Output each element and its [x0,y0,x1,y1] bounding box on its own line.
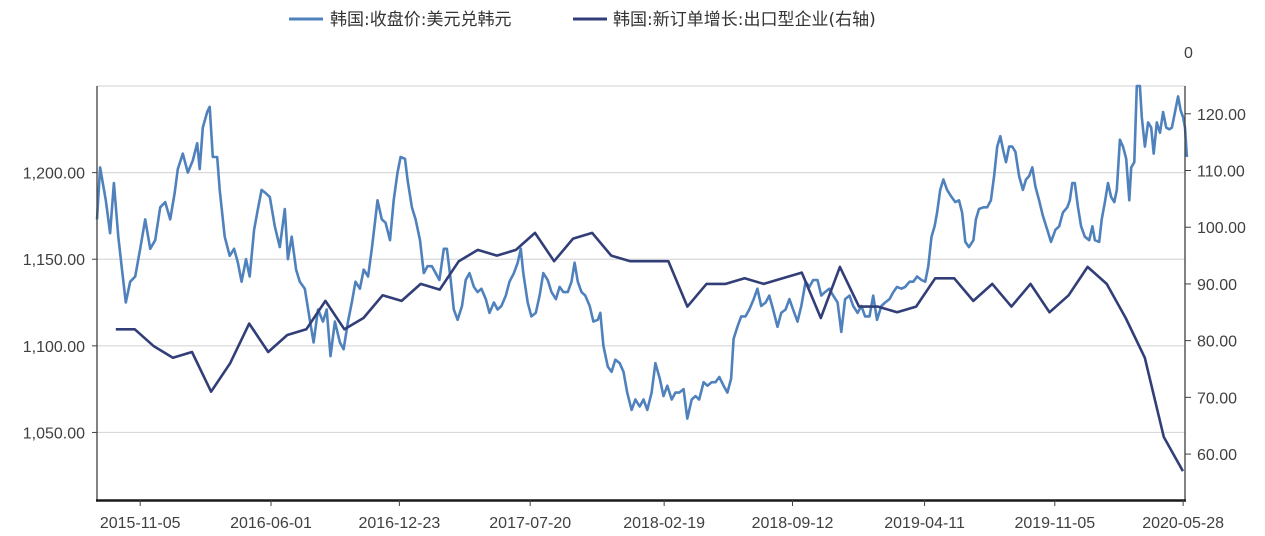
right-axis-tick-label: 80.00 [1197,334,1237,351]
legend-label-usdkrw: 韩国:收盘价:美元兑韩元 [330,10,511,30]
series-line-usdkrw [95,84,1189,420]
legend: 韩国:收盘价:美元兑韩元 韩国:新订单增长:出口型企业(右轴) [289,10,876,30]
right-axis-tick-label: 60.00 [1197,447,1237,464]
x-axis-tick-label: 2019-11-05 [1014,515,1095,532]
left-axis-tick-label: 1,150.00 [23,252,85,269]
right-axis-tick-label: 90.00 [1197,277,1237,294]
right-axis-top-label: 0 [1184,45,1193,62]
legend-label-new-orders: 韩国:新订单增长:出口型企业(右轴) [613,10,876,30]
x-axis-tick-label: 2018-09-12 [752,515,834,532]
right-axis-tick-label: 110.00 [1197,164,1245,181]
series-layer [95,84,1189,472]
right-axis-tick-label: 70.00 [1197,390,1237,407]
x-axis-tick-label: 2017-07-20 [489,515,571,532]
left-axis-tick-label: 1,100.00 [23,339,85,356]
x-axis-tick-label: 2018-02-19 [623,515,705,532]
right-axis-tick-label: 100.00 [1197,220,1246,237]
right-axis-tick-label: 120.00 [1197,107,1246,124]
series-line-new-orders [115,231,1185,472]
left-axis-tick-label: 1,050.00 [23,425,85,442]
x-axis-tick-label: 2016-06-01 [230,515,312,532]
x-axis-tick-label: 2020-05-28 [1142,515,1224,532]
axes [96,86,1186,502]
gridlines [97,85,1185,434]
left-axis-tick-label: 1,200.00 [23,166,85,183]
x-axis-tick-label: 2016-12-23 [358,515,440,532]
tick-layer: 1,050.00 1,100.00 1,150.00 1,200.00 60.00 70.… [23,107,1246,532]
x-axis-tick-label: 2019-04-11 [884,515,965,532]
x-axis-tick-label: 2015-11-05 [100,515,181,532]
